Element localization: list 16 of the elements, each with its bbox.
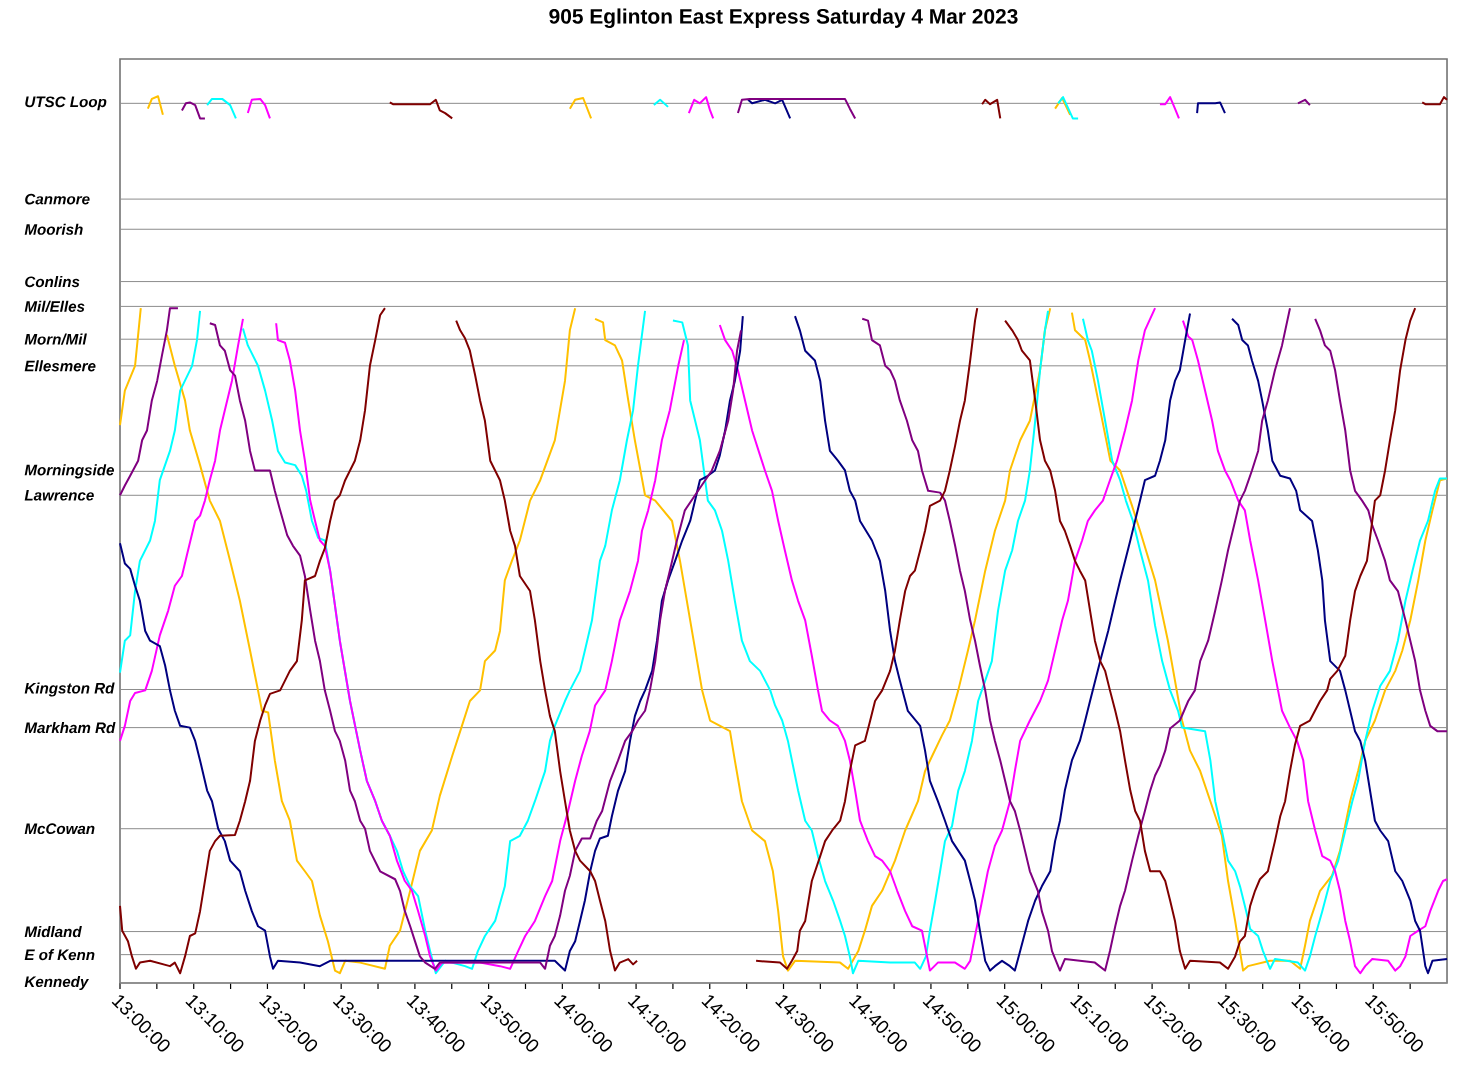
chart-title: 905 Eglinton East Express Saturday 4 Mar 2023 (549, 8, 1018, 28)
ref-line-label: Moorish (24, 223, 83, 235)
ref-line-label: Markham Rd (24, 722, 116, 734)
ref-line-label: Conlins (25, 276, 80, 288)
ref-line-label: Midland (24, 926, 82, 938)
ref-line-label: Morningside (24, 464, 114, 479)
ref-line-label: Mil/Elles (24, 300, 85, 313)
ref-line-label: Kingston Rd (24, 682, 115, 697)
ref-line-label: Lawrence (24, 489, 94, 501)
ref-line-label: E of Kenn (24, 949, 95, 961)
ref-line-label: UTSC Loop (25, 96, 107, 111)
ref-line-label: Canmore (25, 193, 90, 205)
ref-line-label: Morn/Mil (24, 333, 87, 345)
ref-line-label: Ellesmere (24, 360, 96, 372)
ref-line-label: McCowan (24, 823, 95, 835)
ref-line-label: Kennedy (24, 975, 89, 991)
